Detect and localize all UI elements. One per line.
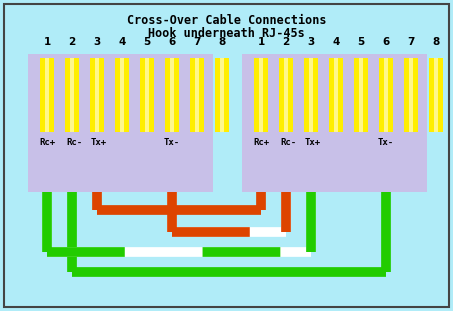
Text: Hook underneath RJ-45s: Hook underneath RJ-45s	[148, 27, 305, 40]
Bar	[165, 58, 179, 132]
Bar	[334, 58, 338, 132]
Text: 1: 1	[43, 37, 51, 47]
Bar	[434, 58, 438, 132]
Bar	[140, 58, 154, 132]
Text: 7: 7	[193, 37, 201, 47]
Bar	[40, 58, 54, 132]
Text: Tx-: Tx-	[378, 138, 394, 147]
Text: 6: 6	[382, 37, 390, 47]
Bar	[429, 58, 443, 132]
Bar	[170, 58, 174, 132]
Text: 3: 3	[308, 37, 315, 47]
Text: 1: 1	[257, 37, 265, 47]
Bar	[309, 58, 313, 132]
Bar	[70, 58, 74, 132]
Text: Rc+: Rc+	[253, 138, 269, 147]
Text: Tx-: Tx-	[164, 138, 180, 147]
Bar	[284, 58, 288, 132]
Text: 8: 8	[432, 37, 439, 47]
Text: Rc-: Rc-	[280, 138, 296, 147]
Bar	[65, 58, 79, 132]
Bar	[304, 58, 318, 132]
Text: Tx+: Tx+	[305, 138, 321, 147]
Bar	[259, 58, 263, 132]
Bar	[220, 58, 224, 132]
Text: Rc-: Rc-	[66, 138, 82, 147]
Text: 6: 6	[169, 37, 176, 47]
Bar	[215, 58, 229, 132]
Text: 4: 4	[333, 37, 340, 47]
Bar	[45, 58, 49, 132]
Bar	[379, 58, 393, 132]
Bar	[354, 58, 368, 132]
Text: 2: 2	[282, 37, 289, 47]
Bar	[329, 58, 343, 132]
Bar	[28, 54, 213, 192]
Bar	[242, 54, 427, 192]
Text: 3: 3	[93, 37, 101, 47]
Bar	[279, 58, 293, 132]
Bar	[384, 58, 388, 132]
Text: 7: 7	[407, 37, 414, 47]
Bar	[254, 58, 268, 132]
Text: Tx+: Tx+	[91, 138, 107, 147]
Bar	[115, 58, 129, 132]
Text: 5: 5	[357, 37, 365, 47]
Bar	[359, 58, 363, 132]
Bar	[90, 58, 104, 132]
Text: Rc+: Rc+	[39, 138, 55, 147]
Bar	[190, 58, 204, 132]
Bar	[195, 58, 199, 132]
Text: 8: 8	[218, 37, 226, 47]
Text: 4: 4	[118, 37, 125, 47]
Text: 5: 5	[144, 37, 151, 47]
Bar	[404, 58, 418, 132]
Bar	[95, 58, 99, 132]
Bar	[409, 58, 413, 132]
Bar	[120, 58, 124, 132]
Bar	[145, 58, 149, 132]
Text: 2: 2	[68, 37, 76, 47]
Text: Cross-Over Cable Connections: Cross-Over Cable Connections	[127, 14, 326, 27]
